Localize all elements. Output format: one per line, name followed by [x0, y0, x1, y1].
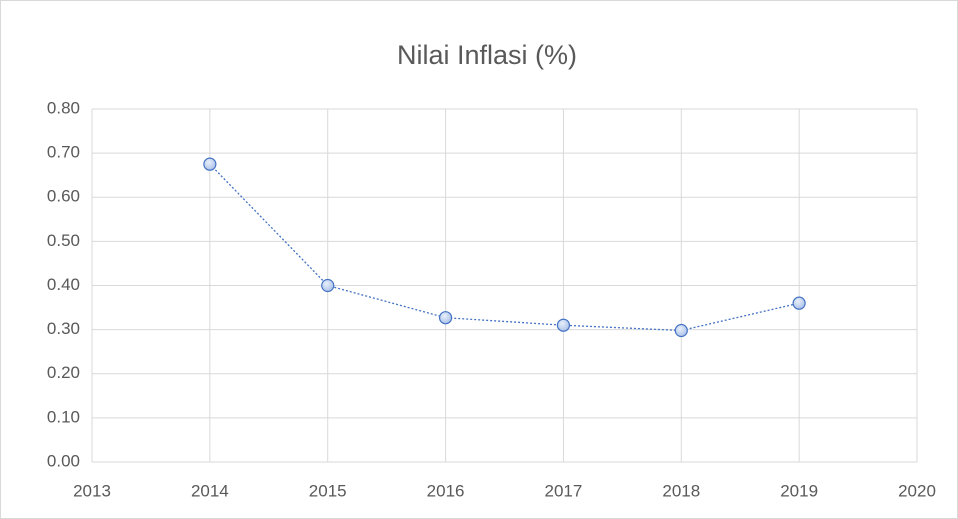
y-tick-label: 0.60 [47, 187, 80, 206]
data-point [321, 278, 335, 293]
x-tick-label: 2019 [780, 481, 818, 500]
data-point [203, 157, 217, 171]
chart-title: Nilai Inflasi (%) [397, 40, 577, 70]
x-tick-label: 2020 [898, 481, 936, 500]
y-tick-label: 0.50 [47, 231, 80, 250]
y-tick-label: 0.40 [47, 275, 80, 294]
data-point [556, 318, 571, 332]
x-tick-label: 2015 [309, 481, 347, 500]
y-tick-label: 0.30 [47, 319, 80, 338]
data-point [438, 311, 453, 325]
data-point [674, 323, 688, 338]
y-tick-label: 0.70 [47, 143, 80, 162]
y-tick-label: 0.00 [47, 451, 80, 470]
x-tick-label: 2016 [427, 481, 465, 500]
y-tick-label: 0.80 [47, 98, 80, 117]
x-tick-label: 2013 [73, 481, 111, 500]
y-tick-label: 0.20 [47, 363, 80, 382]
y-tick-label: 0.10 [47, 407, 80, 426]
x-tick-label: 2018 [662, 481, 700, 500]
series-line [209, 163, 800, 332]
data-point [792, 296, 806, 310]
x-tick-label: 2017 [545, 481, 583, 500]
x-tick-label: 2014 [191, 481, 229, 500]
